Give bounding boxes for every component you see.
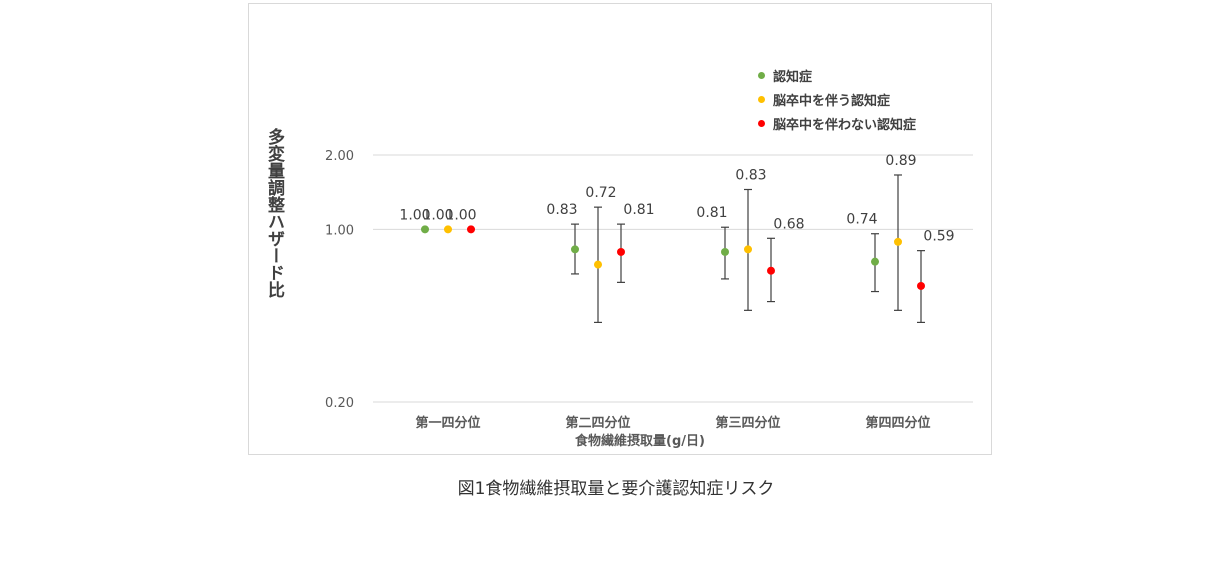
legend-item-nonstroke-dementia: 脳卒中を伴わない認知症 [758,111,916,135]
x-tick-label: 第三四分位 [715,415,780,431]
legend-item-stroke-dementia: 脳卒中を伴う認知症 [758,87,916,111]
legend-label-nonstroke-dementia: 脳卒中を伴わない認知症 [773,117,917,133]
chart-area: 0.20 1.00 2.00 第一四分位 1.00 1.00 1.00 第二四分位 0.83 0.… [248,3,992,455]
legend-marker-nonstroke-dementia [758,119,765,127]
figure-caption: 図1食物繊維摂取量と要介護認知症リスク [457,479,775,499]
legend-marker-stroke-dementia [758,95,765,103]
data-point [917,281,925,290]
data-point [721,247,729,256]
data-label: 0.81 [696,205,727,221]
data-point [594,260,602,269]
y-tick-label: 2.00 [325,149,354,164]
x-tick-label: 第四四分位 [865,415,930,431]
data-label: 0.83 [546,202,577,218]
data-point [871,257,879,266]
x-axis-title: 食物繊維摂取量(g/日) [575,434,705,449]
data-label: 1.00 [422,207,453,223]
x-tick-label: 第二四分位 [565,415,630,431]
y-tick-label: 0.20 [325,396,354,411]
data-label: 0.83 [735,167,766,183]
data-point [421,225,429,234]
data-point [467,225,475,234]
data-label: 0.59 [923,229,954,245]
data-point [767,266,775,275]
data-label: 0.68 [773,216,804,232]
legend-marker-dementia [758,71,765,79]
legend-label-dementia: 認知症 [773,69,813,85]
data-point [444,225,452,234]
legend-label-stroke-dementia: 脳卒中を伴う認知症 [773,93,891,109]
data-point [571,245,579,254]
data-label: 0.72 [585,185,616,201]
chart-svg: 0.201.002.00第一四分位1.001.001.00第二四分位0.830.… [325,149,973,431]
y-tick-label: 1.00 [325,223,354,238]
x-tick-label: 第一四分位 [415,415,480,431]
legend: 認知症 脳卒中を伴う認知症 脳卒中を伴わない認知症 [758,63,916,135]
data-point [617,247,625,256]
legend-item-dementia: 認知症 [758,63,916,87]
data-point [744,245,752,254]
data-label: 1.00 [445,207,476,223]
data-point [894,237,902,246]
data-label: 0.89 [885,153,916,169]
data-label: 0.81 [623,202,654,218]
data-label: 1.00 [399,207,430,223]
y-axis-title: 多変量調整ハザード比 [264,128,284,298]
data-label: 0.74 [846,212,877,228]
